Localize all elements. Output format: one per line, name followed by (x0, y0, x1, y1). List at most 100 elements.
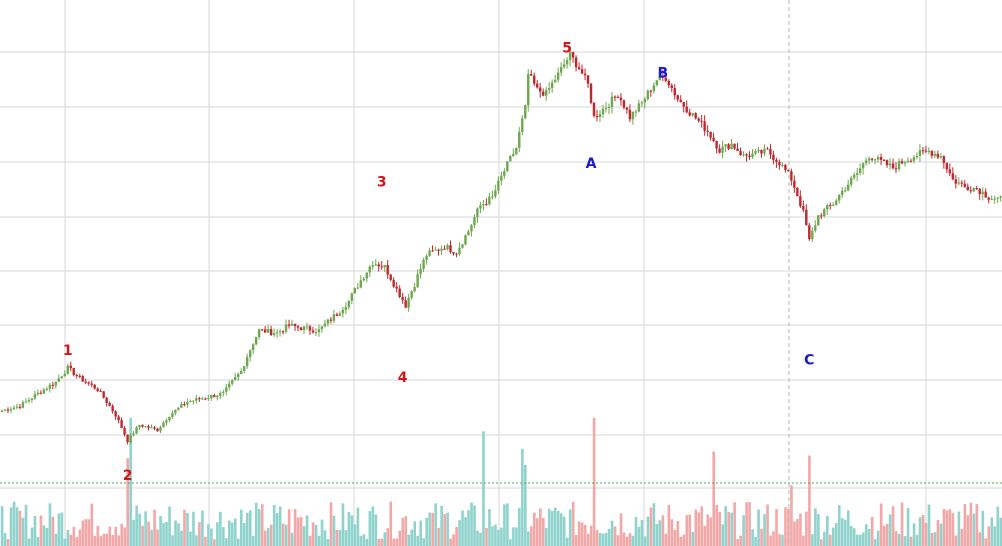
candle-body (231, 380, 234, 384)
volume-bar (843, 519, 847, 546)
volume-bar (805, 511, 808, 546)
candle-body (757, 149, 760, 152)
volume-bar (455, 526, 458, 546)
volume-bar (30, 527, 34, 546)
volume-bar (281, 523, 285, 546)
volume-bar (293, 509, 297, 546)
candle-body (679, 99, 682, 103)
candle-body (793, 180, 796, 188)
volume-bar (703, 525, 707, 546)
volume-bar (66, 529, 70, 546)
volume-bar (117, 535, 121, 546)
volume-bar (177, 523, 180, 546)
candle-body (823, 209, 826, 217)
volume-bar (189, 531, 192, 546)
wave-label-2: 2 (123, 468, 133, 484)
candle-body (9, 409, 13, 411)
candle-body (368, 266, 371, 273)
volume-bar (6, 539, 10, 546)
candle-body (90, 383, 93, 385)
candle-body (335, 314, 339, 316)
volume-bar (449, 538, 452, 546)
candle-body (533, 75, 536, 84)
candle-body (305, 326, 309, 328)
candle-body (476, 208, 479, 218)
volume-bar (36, 536, 40, 546)
volume-bar (302, 526, 306, 546)
volume-bar (918, 517, 922, 546)
candle-body (455, 253, 458, 255)
candle-body (350, 293, 354, 301)
volume-bar (234, 518, 237, 546)
candle-body (500, 175, 503, 181)
candle-body (855, 173, 859, 175)
volume-bar (631, 535, 635, 546)
volume-bar (688, 514, 692, 546)
wave-label-5: 5 (562, 40, 572, 56)
volume-bar (240, 509, 243, 546)
volume-bar (27, 538, 31, 546)
volume-bar (763, 514, 766, 546)
candle-body (769, 148, 772, 155)
candle-body (18, 406, 22, 408)
volume-bar (338, 530, 342, 546)
volume-bar (428, 512, 431, 546)
volume-bar (332, 515, 336, 546)
volume-bar (60, 512, 64, 546)
volume-bar (512, 527, 515, 546)
volume-bar (772, 531, 775, 546)
candle-body (353, 288, 357, 294)
candle-body (416, 274, 419, 288)
candle-body (954, 179, 958, 184)
volume-bar (996, 506, 1000, 546)
candle-body (763, 148, 766, 154)
candle-body (266, 329, 270, 333)
volume-bar (452, 534, 455, 546)
volume-bar (906, 508, 910, 546)
candle-body (126, 434, 129, 443)
volume-bar (778, 534, 781, 546)
candle-body (84, 381, 87, 383)
volume-bar (365, 538, 369, 546)
volume-bar (826, 515, 829, 546)
candle-body (437, 249, 440, 251)
volume-bar (667, 504, 671, 546)
candle-body (748, 155, 751, 158)
candle-body (622, 100, 626, 108)
volume-bar (407, 534, 411, 546)
candle-body (661, 75, 664, 78)
candle-body (180, 404, 183, 408)
volume-bar (891, 506, 895, 546)
candle-body (171, 413, 174, 417)
candle-body (509, 156, 512, 162)
candle-body (521, 118, 524, 132)
volume-bar (374, 514, 378, 546)
candle-body (57, 378, 61, 382)
volume-bar (201, 510, 204, 546)
candle-body (102, 391, 105, 398)
volume-bar (284, 524, 288, 546)
volume-bar (497, 529, 500, 546)
candle-body (45, 388, 49, 390)
candle-body (751, 153, 754, 158)
candle-body (820, 215, 823, 217)
candle-body (745, 154, 748, 156)
volume-bar (521, 448, 524, 546)
volume-bar (470, 502, 473, 546)
candle-body (251, 344, 255, 351)
candle-body (879, 157, 883, 160)
volume-bar (820, 539, 823, 546)
candle-body (27, 399, 31, 402)
candle-body (709, 131, 712, 138)
volume-bar (536, 518, 539, 546)
candles (0, 47, 1002, 445)
candle-body (897, 161, 901, 170)
candle-body (75, 374, 78, 376)
candle-body (539, 87, 542, 92)
candle-body (583, 73, 587, 76)
candle-body (6, 409, 10, 411)
candle-body (858, 168, 862, 174)
candle-body (527, 74, 530, 106)
candle-body (377, 264, 380, 267)
volume-bar (553, 507, 557, 546)
